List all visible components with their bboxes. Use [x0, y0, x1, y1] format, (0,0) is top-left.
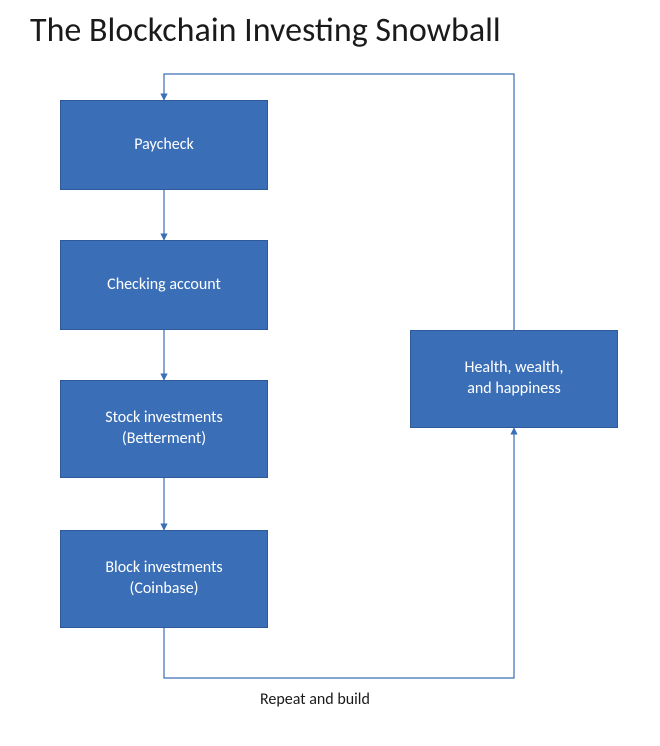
- node-hwh: Health, wealth,and happiness: [410, 330, 618, 428]
- node-paycheck: Paycheck: [60, 100, 268, 190]
- node-blocks: Block investments(Coinbase): [60, 530, 268, 628]
- diagram-title: The Blockchain Investing Snowball: [30, 10, 501, 51]
- diagram-canvas: The Blockchain Investing Snowball Repeat…: [0, 0, 660, 746]
- node-stocks: Stock investments(Betterment): [60, 380, 268, 478]
- node-checking: Checking account: [60, 240, 268, 330]
- diagram-caption: Repeat and build: [260, 690, 370, 709]
